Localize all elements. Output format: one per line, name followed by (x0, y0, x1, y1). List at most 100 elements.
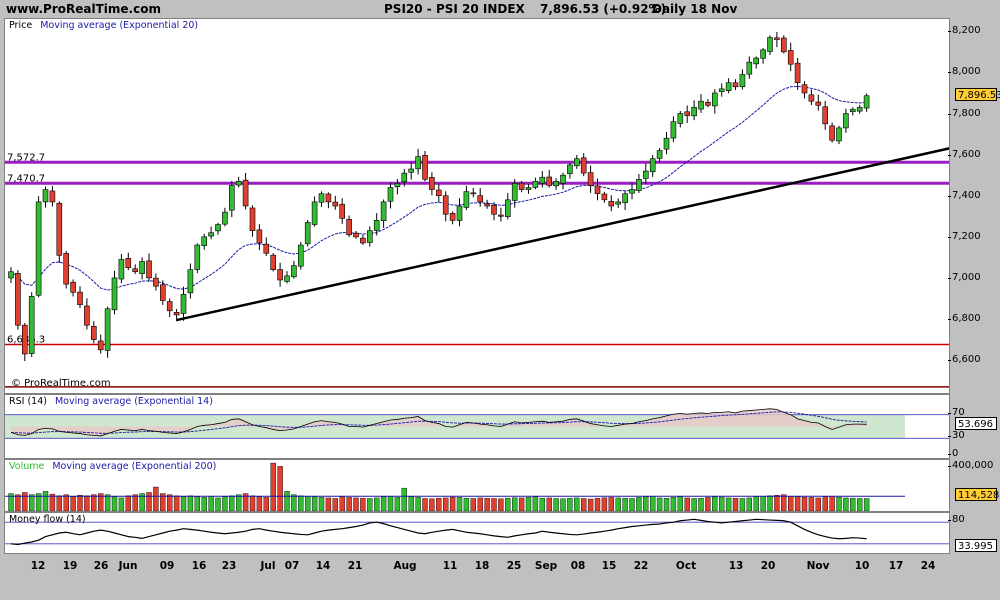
candle-body (808, 94, 815, 102)
volume-bar (325, 497, 332, 511)
money-flow-chart (5, 518, 949, 546)
volume-bar (505, 497, 511, 511)
rsi-ma-label: Moving average (Exponential 14) (54, 396, 213, 407)
volume-bar (518, 497, 525, 511)
candle-body (380, 201, 387, 222)
volume-bar (70, 496, 76, 511)
candle-body (663, 137, 670, 150)
volume-bar (788, 496, 794, 511)
volume-bar (387, 496, 394, 511)
volume-bar (305, 496, 311, 511)
volume-bar (581, 498, 587, 511)
price-tick-label: 7,800 (948, 107, 981, 119)
volume-bar (498, 498, 504, 511)
volume-bar (470, 498, 476, 511)
x-tick-label: Jul (260, 560, 276, 572)
candle-body (684, 111, 691, 116)
volume-bar (512, 497, 518, 511)
x-tick-label: 14 (315, 560, 331, 572)
volume-bar (256, 496, 263, 511)
volume-bar (187, 495, 194, 511)
volume-y-axis: 400,000 (947, 459, 1000, 510)
volume-panel[interactable]: Volume Moving average (Exponential 200) (4, 459, 950, 512)
candle-body (580, 157, 587, 174)
volume-bar (49, 493, 56, 511)
candle-body (601, 193, 608, 201)
volume-bar (111, 496, 118, 511)
x-tick-label: 15 (601, 560, 617, 572)
candle-body (642, 170, 649, 179)
candle-body (622, 193, 628, 203)
x-tick-label: 19 (62, 560, 78, 572)
volume-bar (208, 496, 214, 511)
candle-body (760, 49, 766, 59)
volume-bar (443, 497, 449, 511)
price-ma-label: Moving average (Exponential 20) (40, 20, 199, 31)
candle-body (56, 202, 63, 256)
volume-bar (311, 496, 318, 511)
volume-bar (360, 497, 366, 511)
candle-body (539, 176, 546, 184)
rsi-y-axis: 70 30 0 (947, 394, 1000, 459)
money-flow-title: Money flow (14) (9, 514, 86, 525)
rsi-panel[interactable]: RSI (14) Moving average (Exponential 14) (4, 394, 950, 459)
volume-bar (594, 497, 601, 511)
x-tick-label: 20 (760, 560, 776, 572)
candle-body (139, 261, 145, 274)
volume-tick-label: 400,000 (947, 460, 994, 472)
volume-bar (587, 498, 594, 511)
candle-body (215, 224, 221, 232)
x-tick-label: Oct (675, 560, 697, 572)
candle-body (415, 156, 421, 170)
candle-body (408, 168, 415, 173)
candle-body (35, 201, 42, 296)
candle-body (180, 294, 187, 314)
candle-body (698, 100, 704, 110)
volume-bar (491, 498, 497, 511)
candle-body (573, 158, 580, 167)
volume-bar (815, 497, 821, 511)
candle-body (8, 271, 14, 279)
volume-bar (160, 493, 166, 511)
rsi-panel-label: RSI (14) Moving average (Exponential 14) (9, 396, 213, 407)
candle-body (42, 189, 49, 203)
x-tick-label: 13 (728, 560, 744, 572)
x-tick-label: 23 (221, 560, 237, 572)
price-tick-label: 6,600 (948, 354, 981, 366)
volume-bar (574, 497, 580, 511)
x-tick-label: 22 (633, 560, 649, 572)
candle-body (553, 181, 559, 187)
volume-bar (794, 496, 801, 511)
price-title: Price (9, 20, 33, 31)
candle-body (636, 178, 642, 191)
volume-bar (42, 491, 49, 511)
volume-bar (132, 494, 138, 511)
candle-body (325, 193, 332, 203)
price-panel[interactable]: 7,572.77,470.76,686.3 Price Moving averag… (4, 18, 950, 394)
candle-body (263, 243, 270, 254)
watermark: © ProRealTime.com (11, 378, 111, 389)
candle-body (629, 189, 635, 194)
volume-bar (857, 498, 863, 511)
money-flow-panel[interactable]: Money flow (14) (4, 512, 950, 554)
volume-bar (553, 498, 559, 511)
volume-bar (615, 497, 621, 511)
volume-bar (546, 497, 552, 511)
volume-bar (670, 497, 677, 511)
volume-bar (339, 496, 345, 511)
candle-body (711, 92, 718, 107)
price-chart: 7,572.77,470.76,686.3 (5, 31, 949, 388)
candle-body (401, 172, 408, 183)
volume-value-box: 114,528 (955, 488, 999, 501)
candle-body (518, 182, 525, 190)
price-panel-label: Price Moving average (Exponential 20) (9, 20, 198, 31)
last-price-box: 7,896.53 (955, 88, 1000, 101)
candle-body (249, 207, 256, 231)
candle-body (484, 203, 490, 207)
price-tick-label: 8,000 (948, 66, 981, 78)
volume-bar (843, 497, 849, 511)
candle-body (649, 158, 656, 173)
candle-body (346, 218, 352, 236)
candle-body (84, 305, 90, 326)
site-name[interactable]: www.ProRealTime.com (6, 2, 161, 16)
